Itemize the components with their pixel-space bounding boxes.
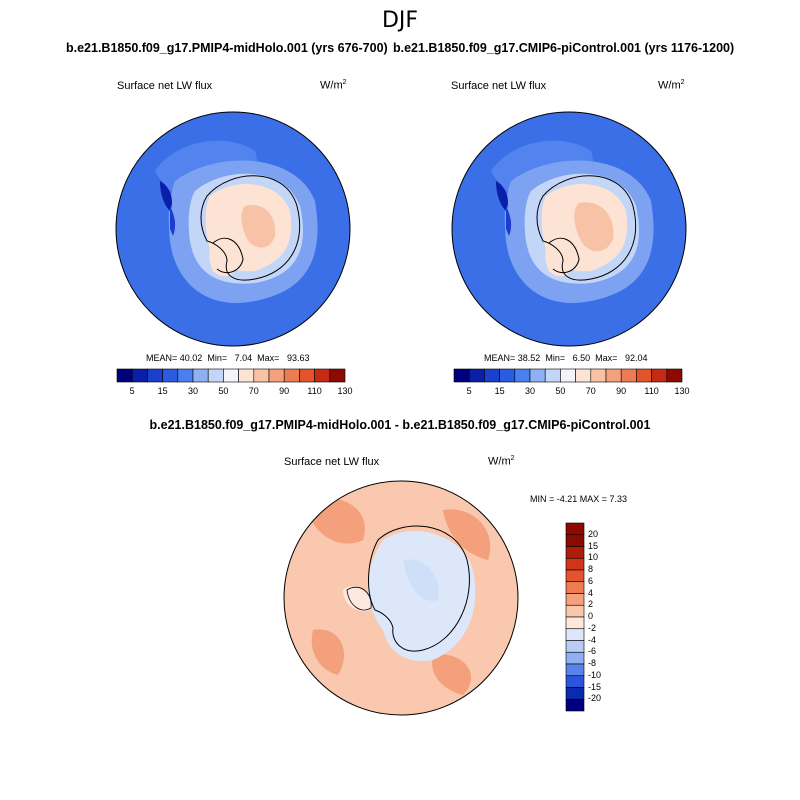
colorbar-swatch	[514, 368, 531, 383]
diff-panel-title: b.e21.B1850.f09_g17.PMIP4-midHolo.001 - …	[149, 418, 651, 432]
colorbar-swatch	[499, 368, 516, 383]
colorbar-swatch	[565, 616, 585, 630]
colorbar-tick-label: 5	[129, 386, 135, 396]
colorbar-swatch	[666, 368, 683, 383]
colorbar-swatch	[268, 368, 285, 383]
colorbar-1	[116, 368, 346, 383]
colorbar-swatch	[590, 368, 607, 383]
colorbar-tick-label: 10	[588, 552, 599, 563]
colorbar-swatch	[565, 675, 585, 688]
colorbar-swatch	[484, 368, 500, 383]
colorbar-swatch	[565, 593, 585, 606]
colorbar-swatch	[147, 368, 163, 383]
colorbar-tick-label: 15	[588, 540, 599, 551]
colorbar-swatch	[116, 368, 133, 383]
colorbar-swatch	[565, 546, 585, 559]
colorbar-swatch	[565, 628, 585, 641]
stats-1: MEAN= 40.02 Min= 7.04 Max= 93.63	[146, 353, 310, 363]
colorbar-tick-label: -2	[588, 622, 597, 633]
colorbar-tick-label: 110	[307, 386, 322, 396]
panel-title-midholo: b.e21.B1850.f09_g17.PMIP4-midHolo.001 (y…	[66, 41, 388, 55]
colorbar-swatch	[162, 368, 179, 383]
variable-label-2: Surface net LW flux	[451, 80, 547, 92]
colorbar-tick-label: 30	[524, 386, 536, 396]
variable-label-diff: Surface net LW flux	[284, 456, 380, 468]
colorbar-swatch	[314, 368, 331, 383]
colorbar-tick-label: 130	[337, 386, 353, 396]
colorbar-tick-label: 70	[585, 386, 596, 396]
map-midholo	[115, 111, 351, 347]
colorbar-swatch	[529, 368, 546, 383]
panel-title-picontrol: b.e21.B1850.f09_g17.CMIP6-piControl.001 …	[393, 41, 735, 55]
colorbar-swatch	[565, 522, 585, 536]
units-label-2: W/m2	[658, 79, 685, 92]
colorbar-tick-label: -8	[588, 658, 597, 668]
units-label-1: W/m2	[320, 79, 347, 92]
colorbar-swatch	[329, 368, 346, 383]
colorbar-diff	[565, 522, 585, 712]
colorbar-swatch	[468, 368, 485, 383]
colorbar-tick-label: 90	[616, 386, 627, 396]
colorbar-tick-label: 110	[644, 386, 659, 396]
colorbar-tick-label: -10	[588, 669, 602, 680]
colorbar-tick-label: 20	[588, 528, 599, 539]
colorbar-swatch	[177, 368, 194, 383]
colorbar-swatch	[299, 368, 315, 383]
colorbar-swatch	[453, 368, 470, 383]
colorbar-swatch	[651, 368, 668, 383]
colorbar-swatch	[192, 368, 209, 383]
colorbar-swatch	[620, 368, 637, 383]
colorbar-tick-label: -6	[588, 646, 597, 657]
colorbar-swatch	[223, 368, 239, 383]
colorbar-tick-label: 70	[248, 386, 259, 396]
colorbar-tick-label: 0	[588, 611, 594, 621]
colorbar-swatch	[544, 368, 561, 383]
colorbar-swatch	[565, 663, 585, 677]
stats-2: MEAN= 38.52 Min= 6.50 Max= 92.04	[484, 353, 648, 363]
colorbar-swatch	[565, 581, 585, 594]
map-difference	[283, 480, 519, 716]
colorbar-swatch	[565, 604, 585, 618]
colorbar-swatch	[565, 569, 585, 583]
colorbar-tick-label: 30	[187, 386, 199, 396]
colorbar-2	[453, 368, 683, 383]
colorbar-tick-label: 2	[588, 599, 594, 610]
colorbar-tick-label: 8	[588, 564, 594, 574]
colorbar-tick-label: 15	[494, 386, 505, 396]
colorbar-tick-label: -15	[588, 681, 602, 692]
colorbar-tick-label: -20	[588, 693, 602, 704]
colorbar-swatch	[253, 368, 270, 383]
colorbar-swatch	[636, 368, 652, 383]
colorbar-swatch	[575, 368, 592, 383]
variable-label-1: Surface net LW flux	[117, 80, 213, 92]
colorbar-tick-label: 50	[218, 386, 229, 396]
colorbar-swatch	[565, 651, 585, 665]
colorbar-swatch	[238, 368, 255, 383]
colorbar-ticks-diff: 20 15 10 8 6 4 2 0 -2 -4 -6 -8 -10 -15 -20	[588, 523, 618, 711]
diff-stats: MIN = -4.21 MAX = 7.33	[530, 494, 628, 504]
colorbar-tick-label: 5	[466, 386, 472, 396]
colorbar-ticks-1: 5 15 30 50 70 90 110 130	[117, 386, 353, 398]
colorbar-tick-label: 90	[279, 386, 290, 396]
colorbar-swatch	[565, 687, 585, 700]
colorbar-tick-label: -4	[588, 634, 597, 645]
map-picontrol	[451, 111, 687, 347]
colorbar-tick-label: 130	[674, 386, 690, 396]
colorbar-ticks-2: 5 15 30 50 70 90 110 130	[454, 386, 690, 398]
colorbar-swatch	[565, 534, 585, 547]
colorbar-tick-label: 6	[588, 575, 594, 586]
colorbar-swatch	[560, 368, 576, 383]
colorbar-swatch	[283, 368, 300, 383]
colorbar-tick-label: 4	[588, 587, 594, 598]
colorbar-swatch	[605, 368, 622, 383]
main-title: DJF	[381, 8, 419, 33]
colorbar-swatch	[565, 557, 585, 571]
colorbar-swatch	[565, 640, 585, 653]
colorbar-swatch	[565, 698, 585, 712]
colorbar-swatch	[207, 368, 224, 383]
colorbar-tick-label: 15	[157, 386, 168, 396]
units-label-diff: W/m2	[488, 455, 515, 468]
colorbar-swatch	[131, 368, 148, 383]
colorbar-tick-label: 50	[555, 386, 566, 396]
